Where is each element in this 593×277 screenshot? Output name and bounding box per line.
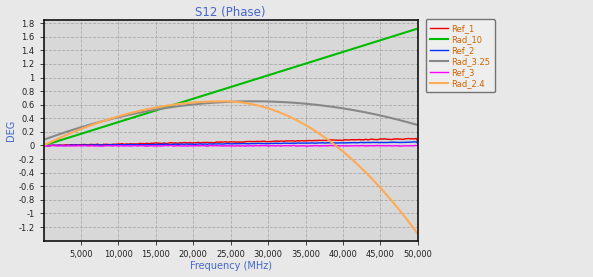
Rad_10 (200, 94, 208, 97)
Rad_2.4 (200, 100, 208, 103)
Line: Ref_1: Ref_1 (45, 138, 417, 146)
Ref_3 (142, 145, 149, 148)
Ref_1 (42, 143, 49, 147)
Rad_3.25 (250, 100, 257, 103)
Rad_3.25 (414, 123, 421, 127)
Rad_10 (106, 123, 113, 127)
Rad_10 (84, 130, 91, 134)
Ref_1 (184, 141, 192, 145)
Line: Rad_2.4: Rad_2.4 (45, 101, 417, 234)
Rad_3.25 (200, 102, 208, 105)
Line: Rad_3.25: Rad_3.25 (45, 101, 417, 139)
Ref_2 (200, 142, 208, 146)
Legend: Ref_1, Rad_10, Ref_2, Rad_3.25, Ref_3, Rad_2.4: Ref_1, Rad_10, Ref_2, Rad_3.25, Ref_3, R… (426, 19, 495, 92)
Ref_1 (44, 144, 51, 147)
Rad_3.25 (367, 112, 374, 115)
Rad_10 (366, 42, 374, 45)
Ref_2 (42, 144, 49, 147)
X-axis label: Frequency (MHz): Frequency (MHz) (190, 261, 272, 271)
Ref_3 (414, 144, 421, 147)
Rad_3.25 (184, 103, 192, 107)
Rad_2.4 (84, 125, 91, 128)
Ref_1 (412, 137, 419, 140)
Line: Rad_10: Rad_10 (45, 29, 417, 145)
Line: Ref_3: Ref_3 (45, 145, 417, 146)
Ref_3 (184, 144, 192, 148)
Rad_3.25 (106, 118, 113, 121)
Rad_3.25 (42, 138, 49, 141)
Rad_2.4 (407, 222, 414, 226)
Rad_2.4 (106, 117, 113, 120)
Ref_2 (367, 141, 374, 144)
Ref_3 (84, 144, 91, 148)
Rad_10 (407, 29, 414, 32)
Ref_1 (106, 143, 113, 146)
Ref_1 (84, 143, 91, 147)
Rad_2.4 (219, 100, 227, 103)
Rad_2.4 (414, 232, 421, 235)
Rad_2.4 (184, 101, 192, 105)
Title: S12 (Phase): S12 (Phase) (196, 6, 266, 19)
Rad_10 (42, 143, 49, 147)
Rad_2.4 (42, 143, 49, 147)
Ref_3 (42, 144, 49, 147)
Ref_1 (367, 137, 374, 141)
Ref_3 (106, 144, 113, 147)
Rad_10 (184, 99, 192, 102)
Ref_3 (200, 144, 208, 147)
Ref_2 (411, 140, 418, 143)
Ref_2 (184, 143, 192, 146)
Ref_1 (200, 141, 208, 144)
Ref_2 (407, 140, 414, 144)
Rad_2.4 (367, 176, 374, 179)
Ref_2 (84, 143, 91, 147)
Line: Ref_2: Ref_2 (45, 142, 417, 146)
Ref_2 (414, 142, 421, 145)
Ref_2 (44, 144, 52, 147)
Ref_1 (414, 140, 421, 143)
Ref_1 (407, 137, 414, 141)
Rad_10 (414, 27, 421, 30)
Ref_2 (106, 143, 113, 147)
Ref_3 (407, 144, 415, 147)
Rad_3.25 (407, 121, 414, 125)
Rad_3.25 (84, 124, 91, 127)
Ref_3 (290, 144, 297, 147)
Y-axis label: DEG: DEG (5, 120, 15, 141)
Ref_3 (367, 144, 374, 147)
